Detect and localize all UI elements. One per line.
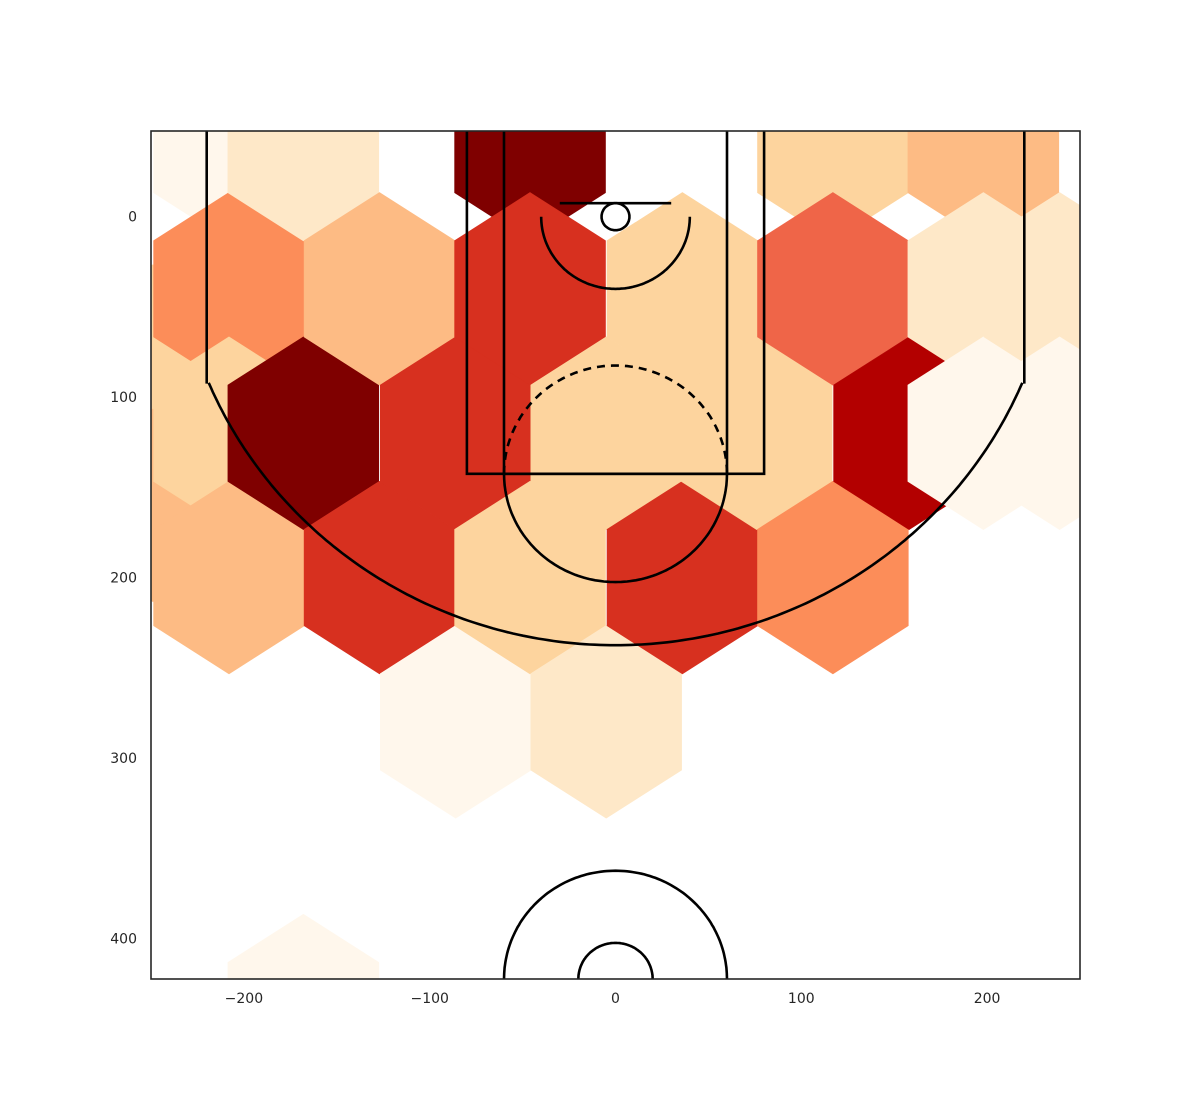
x-tick-label: 100 (788, 991, 815, 1007)
y-tick-label: 100 (110, 390, 137, 406)
hexbin-cell (228, 914, 379, 1100)
y-tick-label: 0 (128, 210, 137, 226)
center-outer-arc (504, 871, 727, 979)
hoop (602, 203, 630, 230)
x-tick-label: −200 (225, 991, 263, 1007)
y-axis: 0 100 200 300 400 (110, 210, 137, 948)
center-inner-arc (578, 943, 652, 979)
x-tick-label: 200 (974, 991, 1001, 1007)
y-tick-label: 300 (110, 751, 137, 767)
x-tick-label: −100 (410, 991, 448, 1007)
y-tick-label: 200 (110, 571, 137, 587)
x-tick-label: 0 (611, 991, 620, 1007)
x-axis: −200 −100 0 100 200 (225, 991, 1001, 1007)
y-tick-label: 400 (110, 931, 137, 947)
